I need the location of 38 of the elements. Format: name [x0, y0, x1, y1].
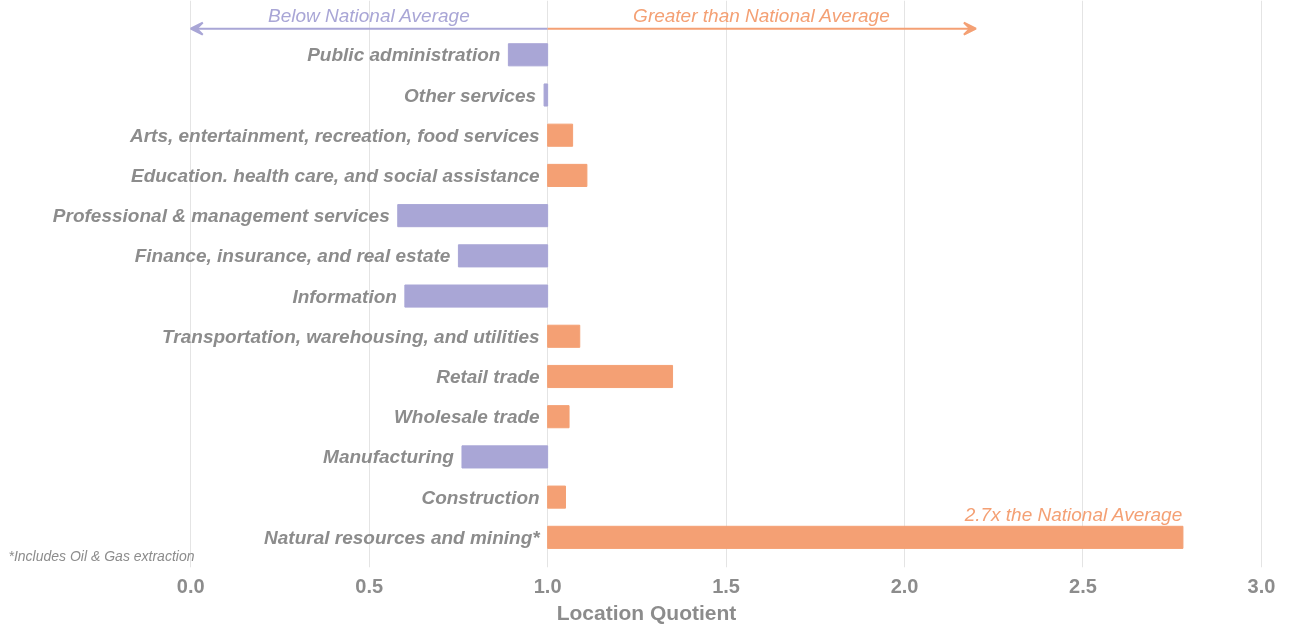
y-tick-label: Other services	[404, 84, 537, 106]
annotation: Greater than National Average	[633, 4, 890, 26]
x-tick-label: 1.5	[712, 574, 740, 597]
bar	[547, 123, 574, 147]
y-tick-label: Retail trade	[436, 365, 541, 387]
y-tick-label: Wholesale trade	[393, 406, 541, 428]
bar	[461, 445, 549, 469]
bar	[547, 324, 581, 348]
bar	[507, 43, 549, 67]
y-tick-label: Transportation, warehousing, and utilities	[162, 325, 540, 347]
x-tick-label: 0.5	[355, 574, 384, 597]
y-tick-label: Public administration	[307, 44, 501, 66]
y-tick-label: Education. health care, and social assistance	[130, 164, 541, 186]
bar	[547, 364, 674, 389]
y-tick-label: Natural resources and mining*	[264, 526, 542, 548]
bar	[543, 83, 549, 107]
annotation: *Includes Oil & Gas extraction	[8, 547, 195, 564]
bar	[457, 244, 549, 268]
annotation: 2.7x the National Average	[963, 504, 1183, 526]
y-tick-label: Finance, insurance, and real estate	[134, 245, 451, 267]
y-tick-label: Manufacturing	[323, 446, 455, 468]
y-tick-label: Professional & management services	[52, 205, 390, 227]
y-tick-label: Construction	[421, 486, 540, 508]
bar	[547, 163, 588, 187]
x-tick-label: 0.0	[176, 574, 205, 597]
x-tick-label: 1.0	[533, 574, 562, 597]
bar	[547, 405, 570, 429]
bar	[547, 525, 1184, 549]
x-axis-title: Location Quotient	[556, 600, 737, 624]
x-tick-label: 2.0	[890, 574, 919, 597]
annotation: Below National Average	[267, 4, 470, 26]
x-tick-label: 3.0	[1247, 574, 1276, 597]
bar	[547, 485, 566, 509]
y-tick-label: Arts, entertainment, recreation, food services	[128, 124, 540, 146]
bar	[397, 204, 549, 228]
bar	[404, 284, 549, 308]
y-tick-label: Information	[292, 285, 397, 307]
x-tick-label: 2.5	[1069, 574, 1097, 597]
